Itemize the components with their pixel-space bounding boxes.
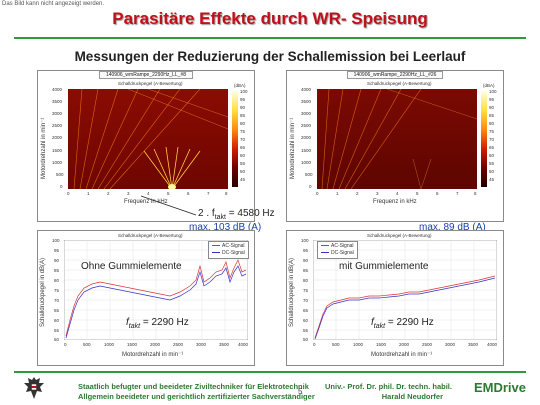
annotation-2ftakt: 2 . ftakt = 4580 Hz xyxy=(198,208,275,221)
annotation-right-max: max. 89 dB (A) xyxy=(419,222,486,233)
spectrogram-right-colorbar-unit: (dBA) xyxy=(483,83,495,88)
lineplot-right-series-ac xyxy=(314,275,496,339)
spectrogram-left: 140906_wmRampe_2290Hz_LL_#8 Schalldruckp… xyxy=(37,70,255,222)
spectrogram-left-plot-label: Schalldruckpegel (A-Bewertung) xyxy=(118,81,183,86)
lineplot-left-ftakt: ftakt = 2290 Hz xyxy=(126,317,189,330)
slide-title: Parasitäre Effekte durch WR- Speisung xyxy=(112,9,428,28)
lineplot-right-xlabel: Motordrehzahl in min⁻¹ xyxy=(371,352,433,358)
austrian-eagle-logo xyxy=(24,377,44,399)
lineplot-right-ylabel: Schalldruckpegel in dB(A) xyxy=(289,257,295,327)
footer-credentials: Staatlich befugter und beeideter Zivilte… xyxy=(78,382,315,401)
spectrogram-right-plot-label: Schalldruckpegel (A-Bewertung) xyxy=(367,81,432,86)
spectrogram-right-colorbar xyxy=(481,91,487,187)
lineplot-right-ftakt: ftakt = 2290 Hz xyxy=(371,317,434,330)
lineplot-left-xlabel: Motordrehzahl in min⁻¹ xyxy=(122,352,184,358)
emdrive-brand: EMDrive xyxy=(473,380,526,395)
spectrogram-right-heatmap xyxy=(317,89,477,189)
spectrogram-left-colorbar xyxy=(232,91,238,187)
slide-subtitle: Messungen der Reduzierung der Schallemis… xyxy=(74,49,466,64)
spectrogram-right-xlabel: Frequenz in kHz xyxy=(373,199,417,205)
lineplot-left-series-dc xyxy=(65,265,247,339)
spectrogram-right: 140906_wmRampe_2290Hz_LL_#26 Schalldruck… xyxy=(286,70,504,222)
spectrogram-left-colorbar-unit: (dBA) xyxy=(234,83,246,88)
arrow-to-peak-frequency xyxy=(140,195,197,216)
annotation-left-max: max. 103 dB (A) xyxy=(189,222,262,233)
lineplot-left-legend: AC-Signal DC-Signal xyxy=(208,241,249,259)
lineplot-right-chart xyxy=(313,240,497,340)
lineplot-left-ylabel: Schalldruckpegel in dB(A) xyxy=(40,257,46,327)
spectrogram-left-xlabel: Frequenz in kHz xyxy=(124,199,168,205)
lineplot-left-condition-label: Ohne Gummielemente xyxy=(81,261,182,272)
page-number: 5 xyxy=(298,387,303,396)
lineplot-right-plot-label: Schalldruckpegel (A-Bewertung) xyxy=(367,233,432,238)
spectrogram-right-title: 140906_wmRampe_2290Hz_LL_#26 xyxy=(287,71,503,79)
lineplot-right: Schalldruckpegel (A-Bewertung) AC-Signal… xyxy=(286,230,504,366)
lineplot-right-condition-label: mit Gummielemente xyxy=(339,261,429,272)
spectrogram-left-title: 140906_wmRampe_2290Hz_LL_#8 xyxy=(38,71,254,79)
footer-author: Univ.- Prof. Dr. phil. Dr. techn. habil.… xyxy=(325,382,452,401)
image-missing-notice: Das Bild kann nicht angezeigt werden. xyxy=(2,1,105,7)
lineplot-left-series-ac xyxy=(65,259,247,337)
lineplot-right-series-dc xyxy=(314,277,496,340)
lineplot-left-plot-label: Schalldruckpegel (A-Bewertung) xyxy=(118,233,183,238)
title-divider xyxy=(14,37,526,39)
lineplot-left: Schalldruckpegel (A-Bewertung) AC-Signal… xyxy=(37,230,255,366)
spectrogram-left-heatmap xyxy=(68,89,228,189)
footer-divider xyxy=(14,371,526,373)
lineplot-right-legend: AC-Signal DC-Signal xyxy=(317,241,358,259)
